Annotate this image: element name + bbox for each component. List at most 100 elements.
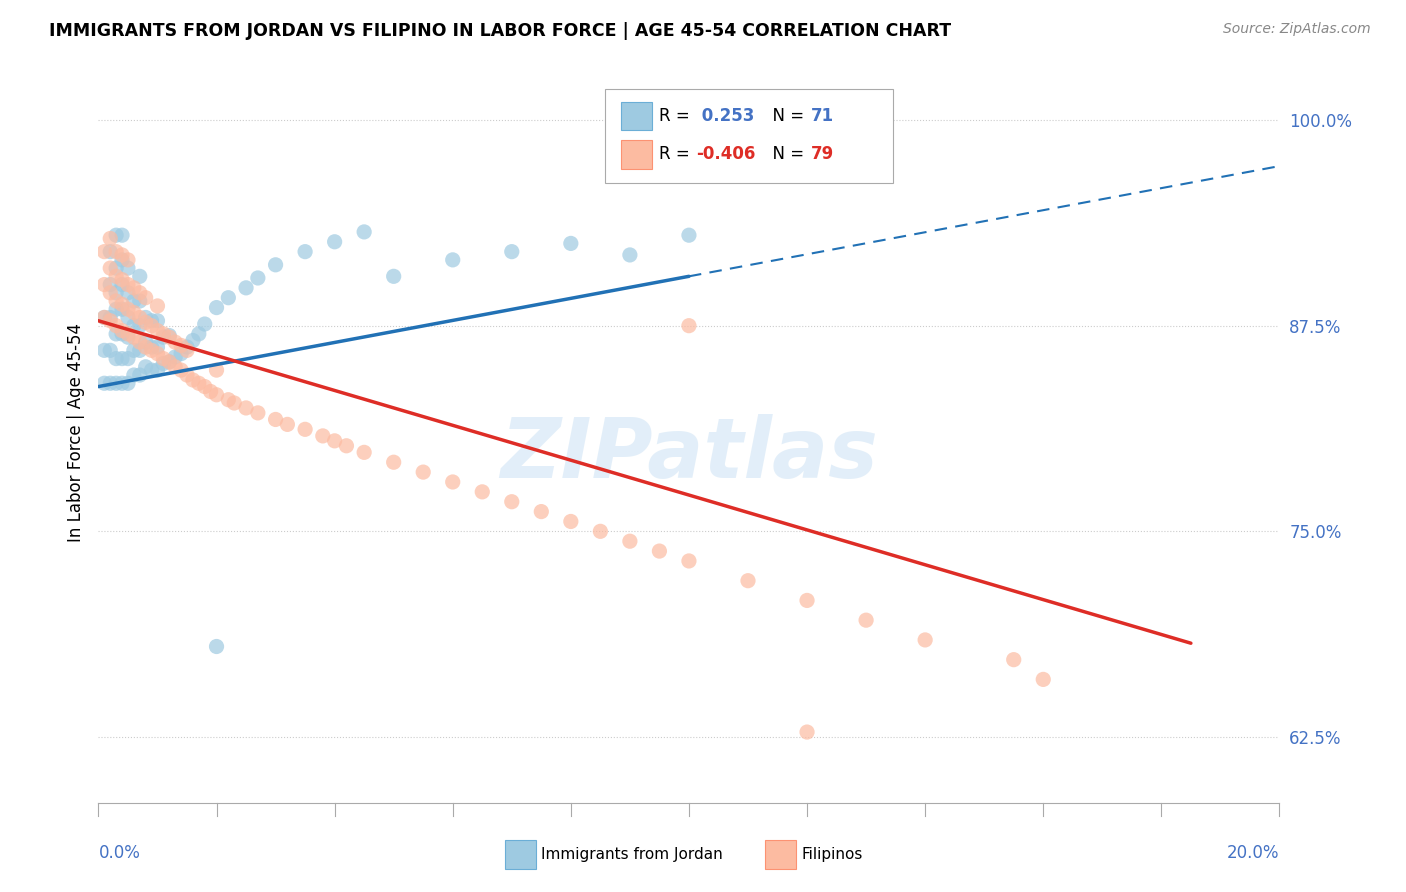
Point — [117, 285, 139, 300]
Point — [181, 373, 204, 387]
Point — [128, 310, 150, 325]
Point — [93, 376, 115, 391]
Point — [205, 640, 228, 654]
Point — [246, 271, 269, 285]
Point — [105, 244, 128, 259]
Point — [157, 328, 180, 343]
Point — [619, 534, 641, 549]
Point — [152, 330, 174, 344]
Point — [128, 368, 150, 382]
Point — [678, 318, 700, 333]
Point — [122, 368, 145, 382]
Point — [93, 277, 115, 292]
Point — [146, 340, 169, 354]
Point — [128, 269, 150, 284]
Point — [217, 291, 239, 305]
Point — [560, 236, 582, 251]
Point — [914, 632, 936, 647]
Text: N =: N = — [762, 145, 810, 163]
Point — [205, 388, 228, 402]
Point — [157, 355, 180, 369]
Point — [412, 465, 434, 479]
Point — [117, 252, 139, 267]
Point — [105, 326, 128, 341]
Text: 71: 71 — [811, 107, 834, 125]
Point — [181, 334, 204, 348]
Point — [441, 475, 464, 489]
Point — [264, 258, 287, 272]
Point — [98, 343, 121, 358]
Point — [312, 429, 335, 443]
Point — [170, 346, 193, 360]
Point — [176, 368, 198, 382]
Point — [335, 439, 357, 453]
Point — [98, 314, 121, 328]
Point — [146, 324, 169, 338]
Point — [194, 379, 217, 393]
Point — [152, 357, 174, 371]
Point — [170, 338, 193, 352]
Point — [176, 340, 198, 354]
Point — [111, 252, 134, 267]
Point — [276, 417, 298, 432]
Point — [471, 484, 494, 499]
Point — [98, 277, 121, 292]
Point — [146, 363, 169, 377]
Point — [117, 302, 139, 317]
Point — [353, 225, 375, 239]
Point — [441, 252, 464, 267]
Point — [141, 340, 163, 354]
Point — [796, 725, 818, 739]
Point — [194, 317, 217, 331]
Point — [353, 445, 375, 459]
Point — [122, 318, 145, 333]
Text: -0.406: -0.406 — [696, 145, 755, 163]
Point — [117, 277, 139, 292]
Point — [382, 269, 405, 284]
Point — [294, 244, 316, 259]
Point — [111, 326, 134, 341]
Point — [205, 301, 228, 315]
Point — [105, 351, 128, 366]
Point — [294, 422, 316, 436]
Point — [141, 314, 163, 328]
Point — [1002, 653, 1025, 667]
Point — [98, 376, 121, 391]
Text: 79: 79 — [811, 145, 835, 163]
Text: R =: R = — [659, 107, 696, 125]
Text: N =: N = — [762, 107, 810, 125]
Point — [235, 401, 257, 415]
Point — [111, 297, 134, 311]
Point — [501, 494, 523, 508]
Point — [111, 351, 134, 366]
Point — [117, 376, 139, 391]
Point — [678, 228, 700, 243]
Point — [141, 363, 163, 377]
Point — [146, 346, 169, 360]
Point — [117, 330, 139, 344]
Point — [93, 244, 115, 259]
Point — [122, 330, 145, 344]
Point — [122, 293, 145, 308]
Point — [619, 248, 641, 262]
Text: 0.0%: 0.0% — [98, 844, 141, 862]
Point — [135, 335, 157, 350]
Point — [165, 359, 187, 374]
Text: ZIPatlas: ZIPatlas — [501, 414, 877, 495]
Point — [200, 384, 222, 399]
Point — [128, 343, 150, 358]
Text: Filipinos: Filipinos — [801, 847, 863, 862]
Point — [122, 281, 145, 295]
Text: IMMIGRANTS FROM JORDAN VS FILIPINO IN LABOR FORCE | AGE 45-54 CORRELATION CHART: IMMIGRANTS FROM JORDAN VS FILIPINO IN LA… — [49, 22, 952, 40]
Point — [105, 293, 128, 308]
Point — [157, 330, 180, 344]
Point — [128, 285, 150, 300]
Point — [117, 261, 139, 276]
Point — [111, 277, 134, 292]
Point — [135, 315, 157, 329]
Point — [105, 261, 128, 276]
Point — [648, 544, 671, 558]
Point — [122, 343, 145, 358]
Text: 20.0%: 20.0% — [1227, 844, 1279, 862]
Point — [264, 412, 287, 426]
